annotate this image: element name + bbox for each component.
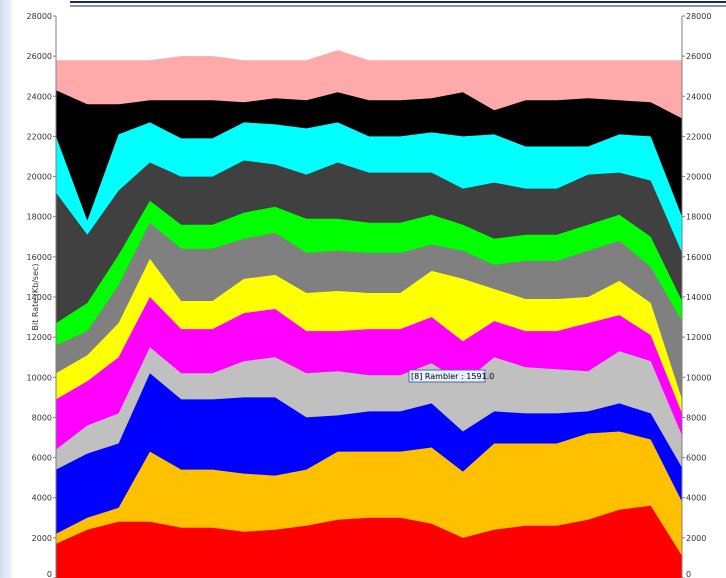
- right-tick-label: 20000: [686, 173, 711, 182]
- right-tick-label: 18000: [686, 213, 711, 222]
- right-tick-label: 14000: [686, 293, 711, 302]
- hover-tooltip: [8] Rambler : 1591.0: [408, 369, 494, 383]
- right-tick-label: 2000: [686, 534, 706, 543]
- right-tick-label: 16000: [686, 253, 711, 262]
- right-tick-label: 0: [686, 570, 691, 578]
- right-tick-label: 24000: [686, 92, 711, 101]
- series-area-1: [56, 505, 682, 578]
- left-tick-label: 10000: [27, 373, 52, 382]
- right-tick-label: 22000: [686, 132, 711, 141]
- left-tick-label: 4000: [32, 494, 52, 503]
- window-left-edge: [0, 0, 12, 578]
- left-tick-label: 12000: [27, 333, 52, 342]
- left-tick-label: 28000: [27, 12, 52, 21]
- left-tick-label: 24000: [27, 92, 52, 101]
- left-tick-label: 0: [47, 570, 52, 578]
- left-tick-label: 6000: [32, 454, 52, 463]
- left-axis-ticks: 0 2000 4000 6000 8000 10000 12000 14000 16000 180…: [27, 12, 56, 578]
- left-tick-label: 16000: [27, 253, 52, 262]
- right-tick-label: 12000: [686, 333, 711, 342]
- series-areas: [56, 50, 682, 578]
- left-tick-label: 22000: [27, 132, 52, 141]
- right-tick-label: 8000: [686, 413, 706, 422]
- left-tick-label: 20000: [27, 173, 52, 182]
- header-rule: [70, 1, 726, 7]
- right-tick-label: 28000: [686, 12, 711, 21]
- right-tick-label: 4000: [686, 494, 706, 503]
- tooltip-text: [8] Rambler : 1591.0: [411, 372, 494, 381]
- left-tick-label: 14000: [27, 293, 52, 302]
- right-axis-ticks: 0 2000 4000 6000 8000 10000 12000 14000 16000 180…: [682, 12, 711, 578]
- right-tick-label: 6000: [686, 454, 706, 463]
- left-tick-label: 8000: [32, 413, 52, 422]
- left-tick-label: 18000: [27, 213, 52, 222]
- left-tick-label: 2000: [32, 534, 52, 543]
- y-axis-title: Bit Rate (Kb/sec): [31, 263, 40, 330]
- left-tick-label: 26000: [27, 52, 52, 61]
- tooltip-box: [408, 369, 486, 383]
- right-tick-label: 10000: [686, 373, 711, 382]
- right-tick-label: 26000: [686, 52, 711, 61]
